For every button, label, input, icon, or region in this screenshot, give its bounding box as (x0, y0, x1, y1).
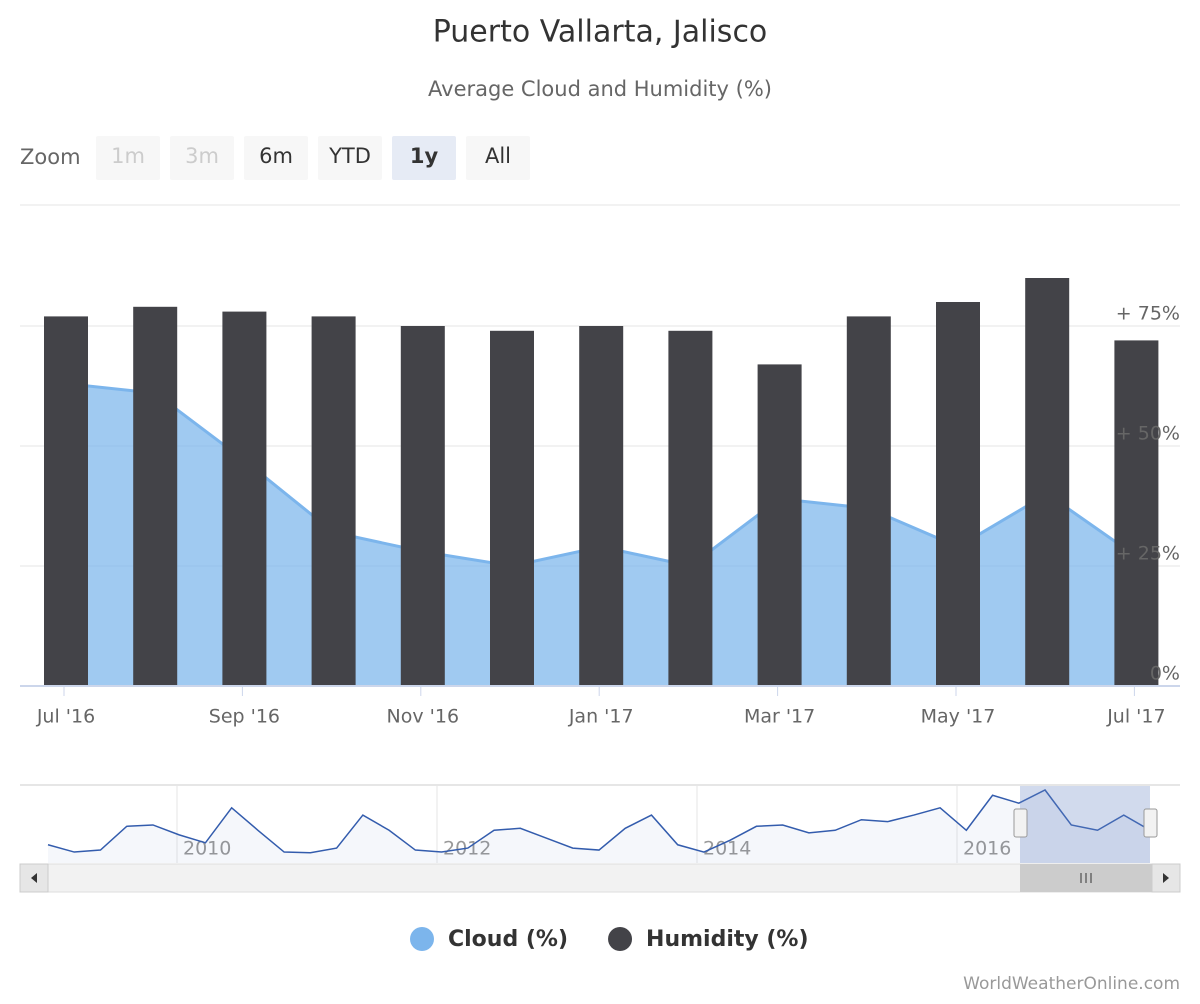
humidity-bar (579, 326, 624, 686)
thumb-grip (1080, 873, 1092, 883)
chart-subtitle: Average Cloud and Humidity (%) (428, 77, 772, 101)
humidity-bar (668, 330, 713, 686)
x-tick-label: May '17 (921, 706, 996, 728)
zoom-button (170, 136, 234, 180)
zoom-button-label: YTD (328, 144, 371, 168)
humidity-bar (311, 316, 356, 686)
humidity-bar (222, 311, 267, 686)
x-tick-label: Nov '16 (387, 706, 460, 728)
zoom-button (96, 136, 160, 180)
y-tick-label: + 75% (1116, 303, 1180, 325)
humidity-bar (846, 316, 891, 686)
humidity-bar (490, 330, 534, 686)
humidity-bar (1114, 340, 1159, 686)
plot-area: 0% + 25% + 50% + 75% Jul '16 Sep '16 Nov '16 Ja… (20, 278, 1180, 728)
zoom-button-label: 6m (259, 144, 293, 168)
y-tick-label: + 50% (1116, 423, 1180, 445)
y-tick-label: 0% (1150, 663, 1180, 685)
scrollbar-track[interactable] (19, 863, 1181, 893)
x-tick-label: Sep '16 (209, 706, 280, 728)
humidity-bar (936, 302, 980, 686)
x-tick-label: Jan '17 (568, 706, 634, 728)
legend-label[interactable]: Humidity (%) (646, 927, 809, 952)
x-tick-label: Jul '16 (36, 706, 95, 728)
arrow-left (31, 873, 37, 883)
zoom-button[interactable] (244, 136, 308, 180)
y-tick-label: + 25% (1116, 543, 1180, 565)
humidity-bar (400, 326, 445, 686)
navigator-tick-label: 2014 (703, 838, 751, 860)
legend-label[interactable]: Cloud (%) (448, 927, 568, 952)
humidity-bar (44, 316, 88, 686)
humidity-bar (133, 306, 178, 686)
navigator-area (48, 790, 1150, 863)
humidity-bar (1025, 278, 1070, 686)
navigator-mask (1020, 786, 1150, 863)
zoom-button[interactable] (392, 136, 456, 180)
zoom-button-label: 1m (111, 144, 145, 168)
legend-symbol[interactable] (608, 927, 633, 951)
zoom-button-label: 3m (185, 144, 219, 168)
chart-title: Puerto Vallarta, Jalisco (433, 15, 768, 50)
navigator-handle[interactable] (1143, 808, 1158, 838)
x-tick-label: Jul '17 (1106, 706, 1165, 728)
credit: WorldWeatherOnline.com (963, 974, 1180, 994)
navigator-tick-label: 2010 (183, 838, 231, 860)
zoom-button-label: All (485, 144, 511, 168)
arrow-right (1163, 873, 1169, 883)
humidity-bar (757, 364, 802, 686)
navigator-line (47, 789, 1151, 854)
zoom-button-label: 1y (410, 144, 439, 168)
navigator-handle[interactable] (1013, 808, 1028, 838)
legend-symbol[interactable] (410, 927, 434, 951)
navigator: 2010 2012 2014 2016 (47, 786, 1151, 863)
zoom-button[interactable] (318, 136, 382, 180)
zoom-label: Zoom (20, 145, 81, 169)
zoom-button[interactable] (466, 136, 530, 180)
navigator-tick-label: 2016 (963, 838, 1011, 860)
x-tick-label: Mar '17 (744, 706, 815, 728)
